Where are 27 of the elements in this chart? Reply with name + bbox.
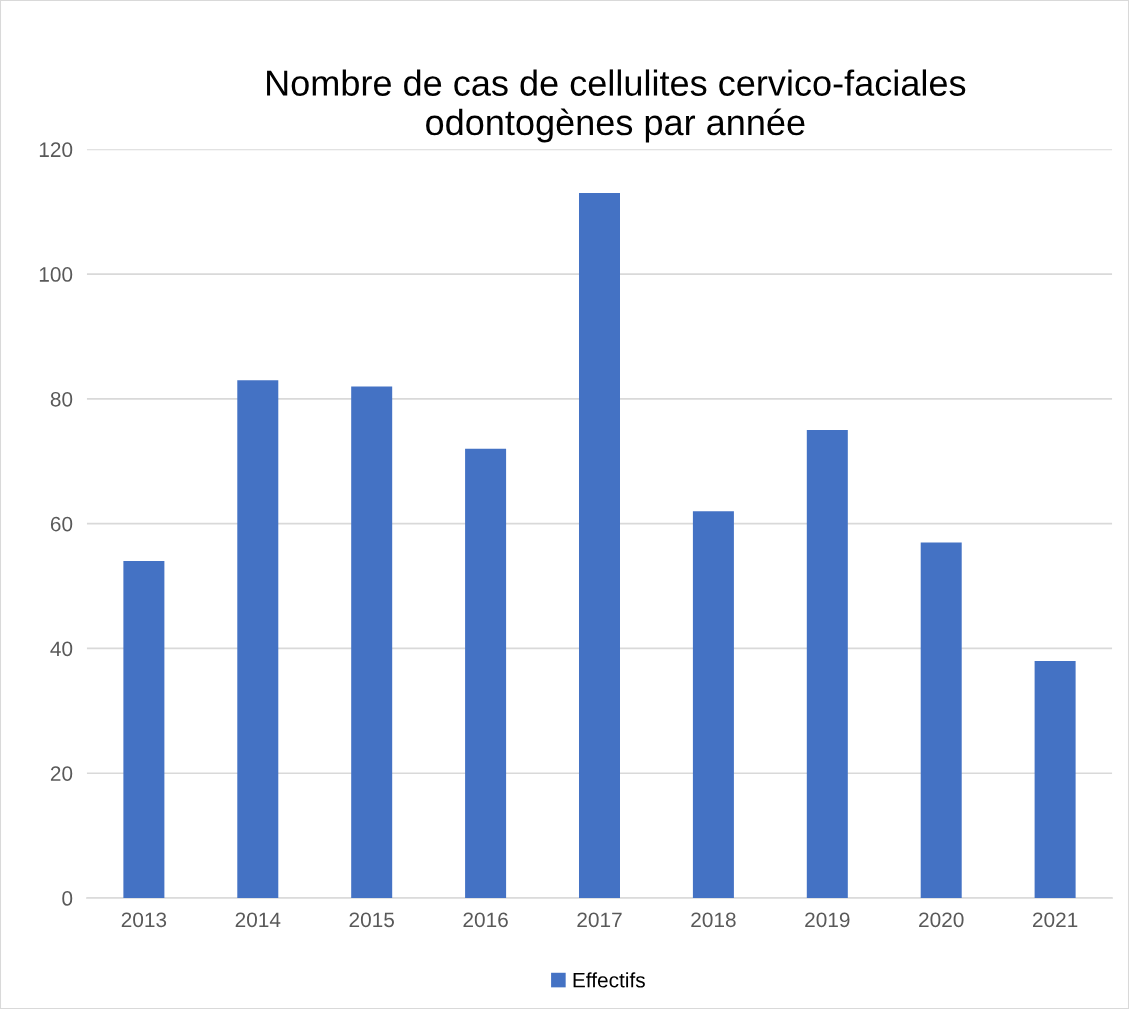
x-tick-label: 2018	[691, 912, 736, 928]
bar	[465, 448, 507, 899]
y-tick-label: 20	[50, 766, 73, 781]
y-tick-label: 120	[39, 142, 73, 158]
y-tick-label: 40	[50, 641, 73, 657]
bar	[1034, 660, 1076, 899]
x-tick-label: 2019	[805, 912, 850, 928]
y-tick-label: 100	[39, 267, 73, 282]
y-tick-label: 60	[50, 516, 73, 532]
bar	[123, 561, 165, 899]
y-tick-label: 80	[50, 391, 73, 407]
legend-label: Effectifs	[573, 972, 645, 988]
bar	[351, 386, 393, 899]
bar	[579, 193, 620, 899]
bar	[237, 380, 279, 899]
bar	[692, 511, 734, 899]
bar	[806, 430, 848, 899]
x-tick-label: 2013	[121, 912, 167, 928]
y-tick-label: 0	[62, 891, 73, 906]
x-tick-label: 2021	[1032, 912, 1078, 928]
x-tick-label: 2020	[919, 912, 964, 928]
chart-title: Nombre de cas de cellulites cervico-faciales odontogènes par année	[267, 69, 966, 143]
x-tick-label: 2014	[235, 912, 281, 928]
x-tick-label: 2015	[349, 912, 394, 928]
x-tick-label: 2016	[463, 912, 508, 928]
x-tick-label: 2017	[577, 912, 622, 928]
bar	[920, 542, 962, 899]
